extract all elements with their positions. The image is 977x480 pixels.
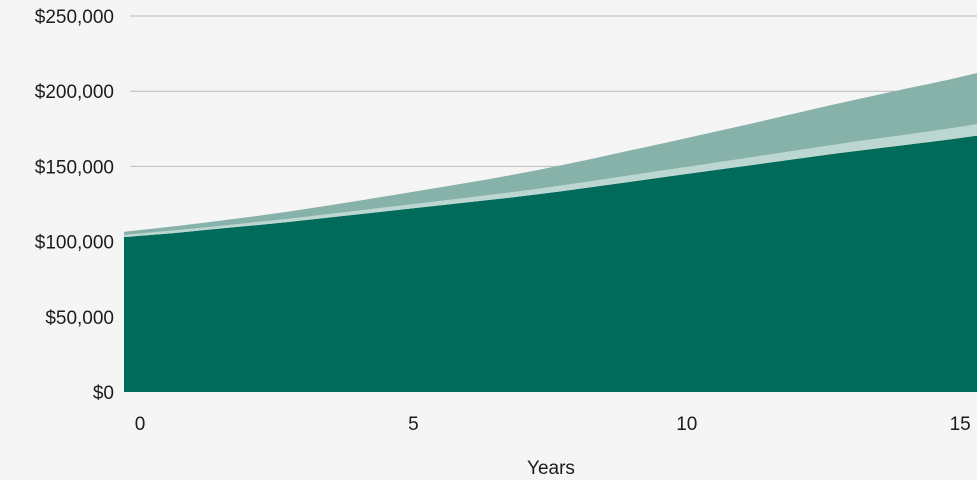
- y-tick-label: $250,000: [35, 7, 114, 28]
- area-series-1: [124, 135, 977, 392]
- y-tick-label: $150,000: [35, 157, 114, 178]
- y-tick-label: $100,000: [35, 233, 114, 254]
- area-series-group: [124, 73, 977, 392]
- x-tick-label: 10: [676, 414, 697, 435]
- x-tick-label: 0: [135, 414, 146, 435]
- x-axis-ticks: 0 5 10 15: [135, 414, 971, 435]
- y-tick-label: $50,000: [45, 308, 114, 329]
- y-tick-label: $0: [93, 383, 114, 404]
- x-tick-label: 5: [408, 414, 419, 435]
- y-tick-label: $200,000: [35, 82, 114, 103]
- x-axis-title: Years: [527, 458, 575, 479]
- x-tick-label: 15: [950, 414, 971, 435]
- y-axis-ticks: $0 $50,000 $100,000 $150,000 $200,000 $250,00…: [35, 7, 114, 404]
